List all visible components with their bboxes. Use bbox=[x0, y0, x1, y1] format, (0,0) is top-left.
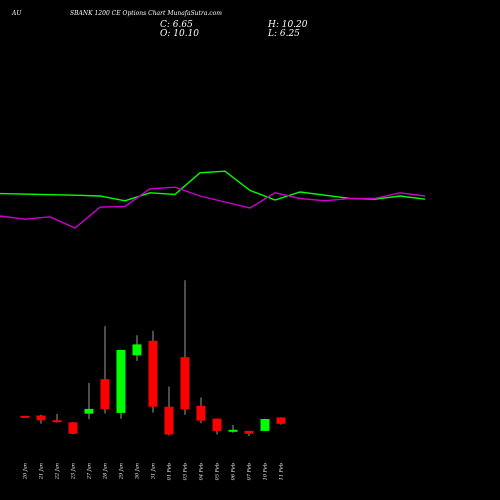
x-tick-label: 20 Jan bbox=[23, 463, 29, 480]
candle-body bbox=[244, 430, 254, 434]
candle bbox=[36, 414, 46, 424]
close-value: C: 6.65 bbox=[160, 20, 193, 30]
candle-body bbox=[52, 420, 62, 423]
x-tick-label: 06 Feb bbox=[231, 463, 237, 480]
x-tick-label: 03 Feb bbox=[183, 463, 189, 480]
x-tick-label: 01 Feb bbox=[167, 463, 173, 480]
candle-body bbox=[260, 419, 270, 431]
x-tick-label: 22 Jan bbox=[55, 463, 61, 480]
candle-body bbox=[20, 415, 30, 418]
lower-band-line bbox=[0, 186, 426, 229]
candle bbox=[52, 414, 62, 423]
x-tick-label: 29 Jan bbox=[119, 463, 125, 480]
low-value: L: 6.25 bbox=[268, 29, 300, 39]
candle bbox=[148, 330, 158, 413]
candle bbox=[100, 326, 110, 414]
x-tick-label: 05 Feb bbox=[215, 463, 221, 480]
upper-band-line bbox=[0, 170, 426, 202]
candle bbox=[68, 422, 78, 435]
candle bbox=[164, 386, 174, 436]
exchange-label: AU bbox=[12, 10, 22, 17]
candle-body bbox=[68, 422, 78, 434]
x-tick-label: 27 Jan bbox=[87, 463, 93, 480]
candle-body bbox=[212, 418, 222, 431]
x-tick-label: 04 Feb bbox=[199, 463, 205, 480]
candle-body bbox=[228, 429, 238, 432]
candle-body bbox=[36, 415, 46, 421]
chart-subtitle: SBANK 1200 CE Options Chart MunafaSutra.… bbox=[70, 10, 222, 17]
candle bbox=[180, 280, 190, 415]
indicator-lines bbox=[0, 170, 426, 229]
x-tick-label: 21 Jan bbox=[39, 463, 45, 480]
candle bbox=[244, 430, 254, 436]
candle bbox=[116, 349, 126, 419]
candle bbox=[212, 418, 222, 435]
x-axis-ticks: 20 Jan 21 Jan 22 Jan 23 Jan 27 Jan 28 Jan 29 J… bbox=[23, 463, 285, 480]
x-tick-label: 31 Jan bbox=[151, 463, 157, 479]
candle-body bbox=[148, 340, 158, 407]
x-tick-label: 23 Jan bbox=[71, 463, 77, 480]
candle-body bbox=[84, 408, 94, 414]
candle bbox=[132, 335, 142, 361]
open-value: O: 10.10 bbox=[160, 29, 200, 39]
candle-body bbox=[276, 417, 286, 424]
candle-body bbox=[132, 344, 142, 356]
candle-body bbox=[164, 406, 174, 435]
candle bbox=[196, 397, 206, 424]
x-tick-label: 28 Jan bbox=[103, 463, 109, 480]
candle bbox=[84, 382, 94, 420]
candles bbox=[20, 280, 286, 436]
x-tick-label: 30 Jan bbox=[135, 463, 141, 479]
x-tick-label: 10 Feb bbox=[263, 463, 269, 480]
candle bbox=[228, 425, 238, 433]
candle-body bbox=[180, 357, 190, 410]
candle bbox=[276, 417, 286, 425]
x-tick-label: 11 Feb bbox=[279, 463, 285, 480]
candle bbox=[260, 418, 270, 431]
candle-body bbox=[100, 379, 110, 410]
x-tick-label: 07 Feb bbox=[247, 463, 253, 480]
candle-body bbox=[196, 405, 206, 421]
candle bbox=[20, 415, 30, 418]
candle-body bbox=[116, 349, 126, 413]
high-value: H: 10.20 bbox=[268, 20, 308, 30]
